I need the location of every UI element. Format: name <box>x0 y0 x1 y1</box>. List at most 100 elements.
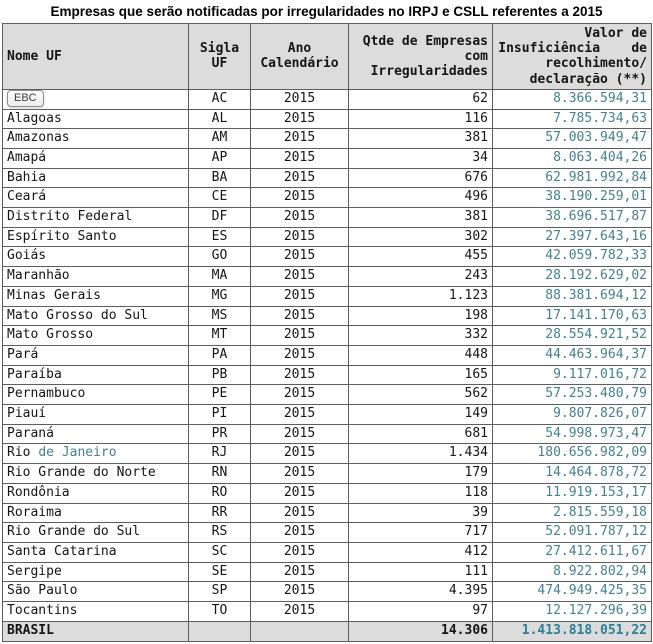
cell-ano-calendario: 2015 <box>250 443 349 465</box>
cell-nome-uf: Pará <box>2 344 189 366</box>
tooltip: EBC <box>7 90 44 107</box>
cell-qtde-empresas: 302 <box>348 226 493 248</box>
cell-valor-insuficiencia: 9.807.826,07 <box>492 404 652 425</box>
cell-ano-calendario: 2015 <box>250 147 349 169</box>
cell-nome-uf: Rio de Janeiro <box>2 443 189 465</box>
header-line: Qtde de Empresas <box>362 33 488 49</box>
cell-nome-uf: Espírito Santo <box>2 226 189 248</box>
cell-ano-calendario: 2015 <box>250 364 349 386</box>
header-line: Insuficiência de <box>498 41 647 57</box>
state-name-highlight: de Janeiro <box>38 445 117 461</box>
cell-ano-calendario: 2015 <box>250 167 349 189</box>
cell-nome-uf: Distrito Federal <box>2 207 189 228</box>
cell-valor-insuficiencia: 27.397.643,16 <box>492 226 652 248</box>
cell-valor-insuficiencia: 7.785.734,63 <box>492 108 652 130</box>
cell-ano-calendario: 2015 <box>250 207 349 228</box>
header-row: Nome UF Sigla UF Ano Calendário Qtde de … <box>2 23 652 90</box>
cell-valor-insuficiencia: 8.922.802,94 <box>492 561 652 583</box>
cell-ano-calendario: 2015 <box>250 502 349 524</box>
cell-qtde-empresas: 381 <box>348 128 493 149</box>
cell-ano-calendario: 2015 <box>250 463 349 484</box>
cell-nome-uf: Alagoas <box>2 108 189 130</box>
header-line: Calendário <box>260 56 339 72</box>
cell-nome-uf: Rio Grande do Sul <box>2 522 189 543</box>
cell-sigla-uf: BA <box>188 167 251 189</box>
table-row: Minas Gerais MG 2015 1.123 88.381.694,12 <box>2 285 652 307</box>
cell-sigla-uf: PB <box>188 364 251 386</box>
total-ano-cell <box>250 620 349 642</box>
cell-qtde-empresas: 39 <box>348 502 493 524</box>
table-row: Rondônia RO 2015 118 11.919.153,17 <box>2 482 652 504</box>
cell-valor-insuficiencia: 180.656.982,09 <box>492 443 652 465</box>
header-line: Valor de <box>584 26 647 41</box>
irregularities-table: Nome UF Sigla UF Ano Calendário Qtde de … <box>2 23 652 642</box>
cell-ano-calendario: 2015 <box>250 128 349 149</box>
cell-qtde-empresas: 562 <box>348 384 493 406</box>
page-title: Empresas que serão notificadas por irreg… <box>50 4 603 19</box>
cell-sigla-uf: RR <box>188 502 251 524</box>
table-row: Rio de Janeiro RJ 2015 1.434 180.656.982,09 <box>2 443 652 465</box>
cell-nome-uf: Pernambuco <box>2 384 189 406</box>
cell-nome-uf: Paraíba <box>2 364 189 386</box>
cell-valor-insuficiencia: 28.554.921,52 <box>492 325 652 346</box>
cell-sigla-uf: AL <box>188 108 251 130</box>
cell-valor-insuficiencia: 12.127.296,39 <box>492 601 652 622</box>
table-row: Rio Grande do Sul RS 2015 717 52.091.787,12 <box>2 522 652 543</box>
table-row: Goiás GO 2015 455 42.059.782,33 <box>2 246 652 268</box>
cell-qtde-empresas: 717 <box>348 522 493 543</box>
cell-nome-uf: Amazonas <box>2 128 189 149</box>
table-row: Bahia BA 2015 676 62.981.992,84 <box>2 167 652 189</box>
cell-ano-calendario: 2015 <box>250 187 349 209</box>
cell-qtde-empresas: 165 <box>348 364 493 386</box>
cell-sigla-uf: SC <box>188 541 251 563</box>
cell-valor-insuficiencia: 44.463.964,37 <box>492 344 652 366</box>
header-line: UF <box>211 56 228 72</box>
cell-qtde-empresas: 62 <box>348 88 493 110</box>
cell-valor-insuficiencia: 54.998.973,47 <box>492 423 652 445</box>
table-body: EBC AC 2015 62 8.366.594,31 Alagoas AL 2015 116 7… <box>2 88 652 622</box>
cell-ano-calendario: 2015 <box>250 541 349 563</box>
table-row: Ceará CE 2015 496 38.190.259,01 <box>2 187 652 209</box>
cell-qtde-empresas: 198 <box>348 305 493 327</box>
cell-qtde-empresas: 34 <box>348 147 493 169</box>
cell-valor-insuficiencia: 38.190.259,01 <box>492 187 652 209</box>
cell-ano-calendario: 2015 <box>250 522 349 543</box>
cell-valor-insuficiencia: 8.063.404,26 <box>492 147 652 169</box>
cell-sigla-uf: PR <box>188 423 251 445</box>
cell-qtde-empresas: 412 <box>348 541 493 563</box>
cell-nome-uf: Rio Grande do Norte <box>2 463 189 484</box>
cell-qtde-empresas: 118 <box>348 482 493 504</box>
cell-nome-uf: São Paulo <box>2 581 189 603</box>
cell-nome-uf: Amapá <box>2 147 189 169</box>
cell-valor-insuficiencia: 42.059.782,33 <box>492 246 652 268</box>
cell-sigla-uf: MA <box>188 266 251 287</box>
cell-sigla-uf: DF <box>188 207 251 228</box>
table-row: Espírito Santo ES 2015 302 27.397.643,16 <box>2 226 652 248</box>
table-row: Roraima RR 2015 39 2.815.559,18 <box>2 502 652 524</box>
table-row: Rio Grande do Norte RN 2015 179 14.464.878,7… <box>2 463 652 484</box>
table-row: Maranhão MA 2015 243 28.192.629,02 <box>2 266 652 287</box>
header-line: Sigla <box>199 41 240 57</box>
total-valor-cell: 1.413.818.051,22 <box>492 620 652 642</box>
cell-ano-calendario: 2015 <box>250 344 349 366</box>
cell-valor-insuficiencia: 11.919.153,17 <box>492 482 652 504</box>
table-row: Mato Grosso MT 2015 332 28.554.921,52 <box>2 325 652 346</box>
cell-qtde-empresas: 496 <box>348 187 493 209</box>
table-header: Nome UF Sigla UF Ano Calendário Qtde de … <box>2 23 652 90</box>
table-row: Pernambuco PE 2015 562 57.253.480,79 <box>2 384 652 406</box>
cell-ano-calendario: 2015 <box>250 561 349 583</box>
cell-ano-calendario: 2015 <box>250 404 349 425</box>
cell-qtde-empresas: 1.434 <box>348 443 493 465</box>
table-row: Piauí PI 2015 149 9.807.826,07 <box>2 404 652 425</box>
cell-nome-uf: EBC <box>2 88 189 110</box>
header-line: Ano <box>287 41 312 57</box>
cell-ano-calendario: 2015 <box>250 266 349 287</box>
cell-valor-insuficiencia: 9.117.016,72 <box>492 364 652 386</box>
cell-ano-calendario: 2015 <box>250 581 349 603</box>
column-header-qtde-empresas: Qtde de Empresas com Irregularidades <box>348 23 493 90</box>
cell-valor-insuficiencia: 8.366.594,31 <box>492 88 652 110</box>
cell-qtde-empresas: 381 <box>348 207 493 228</box>
cell-nome-uf: Ceará <box>2 187 189 209</box>
cell-valor-insuficiencia: 27.412.611,67 <box>492 541 652 563</box>
